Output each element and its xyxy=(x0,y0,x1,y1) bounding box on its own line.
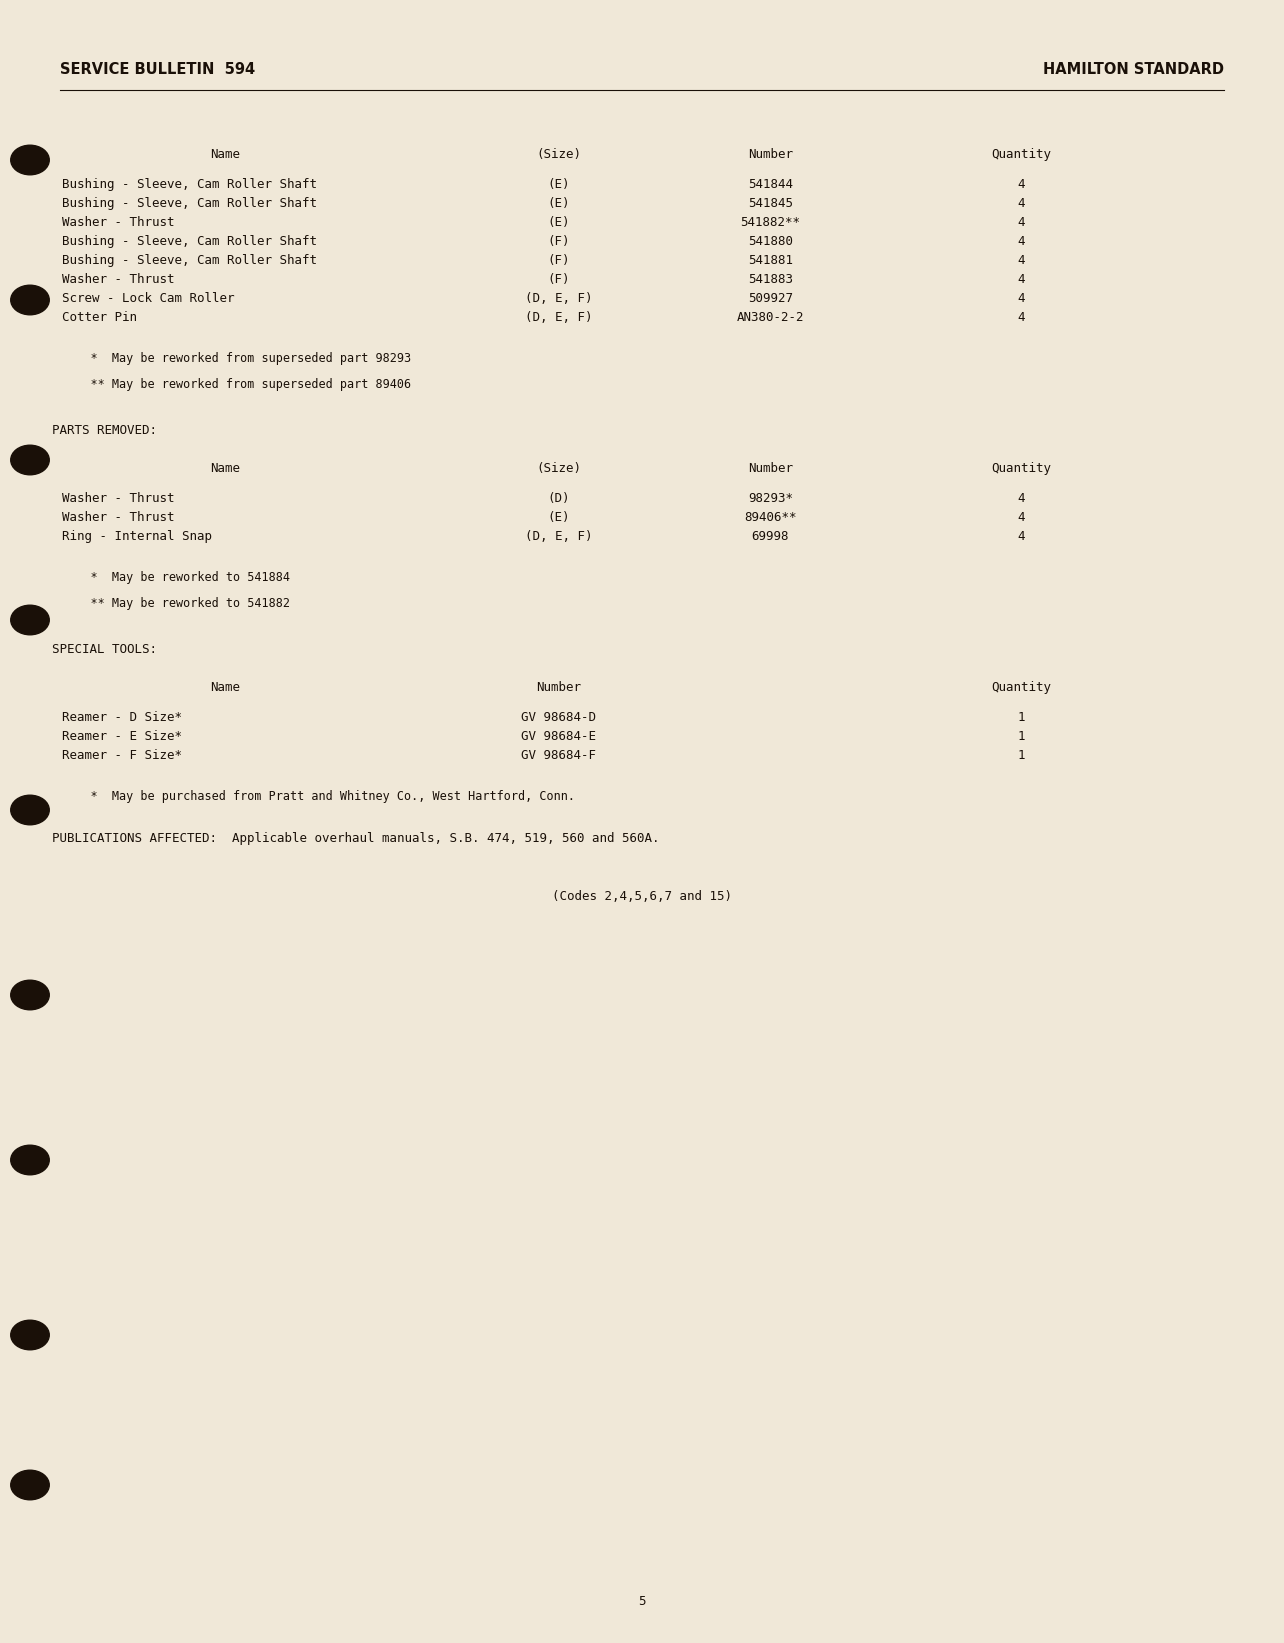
Text: Cotter Pin: Cotter Pin xyxy=(62,311,137,324)
Text: Bushing - Sleeve, Cam Roller Shaft: Bushing - Sleeve, Cam Roller Shaft xyxy=(62,255,317,268)
Text: GV 98684-F: GV 98684-F xyxy=(521,749,596,762)
Text: (D, E, F): (D, E, F) xyxy=(525,311,592,324)
Text: 541845: 541845 xyxy=(747,197,794,210)
Text: Ring - Internal Snap: Ring - Internal Snap xyxy=(62,531,212,542)
Text: 541844: 541844 xyxy=(747,177,794,191)
Text: *  May be reworked to 541884: * May be reworked to 541884 xyxy=(62,572,290,583)
Text: Name: Name xyxy=(209,462,240,475)
Ellipse shape xyxy=(10,1321,49,1351)
Text: 98293*: 98293* xyxy=(747,491,794,504)
Text: Bushing - Sleeve, Cam Roller Shaft: Bushing - Sleeve, Cam Roller Shaft xyxy=(62,235,317,248)
Text: Quantity: Quantity xyxy=(991,680,1050,693)
Text: (D, E, F): (D, E, F) xyxy=(525,531,592,542)
Text: PARTS REMOVED:: PARTS REMOVED: xyxy=(51,424,157,437)
Text: Reamer - F Size*: Reamer - F Size* xyxy=(62,749,182,762)
Ellipse shape xyxy=(10,1145,49,1175)
Text: 5: 5 xyxy=(638,1595,646,1608)
Text: SERVICE BULLETIN  594: SERVICE BULLETIN 594 xyxy=(60,62,256,77)
Text: PUBLICATIONS AFFECTED:  Applicable overhaul manuals, S.B. 474, 519, 560 and 560A: PUBLICATIONS AFFECTED: Applicable overha… xyxy=(51,831,660,845)
Ellipse shape xyxy=(10,1470,49,1500)
Text: Quantity: Quantity xyxy=(991,148,1050,161)
Ellipse shape xyxy=(10,981,49,1010)
Text: Washer - Thrust: Washer - Thrust xyxy=(62,511,175,524)
Text: 4: 4 xyxy=(1017,255,1025,268)
Ellipse shape xyxy=(10,605,49,634)
Text: (Size): (Size) xyxy=(535,148,582,161)
Text: 541881: 541881 xyxy=(747,255,794,268)
Text: 1: 1 xyxy=(1017,711,1025,725)
Text: Number: Number xyxy=(747,148,794,161)
Text: Name: Name xyxy=(209,680,240,693)
Text: HAMILTON STANDARD: HAMILTON STANDARD xyxy=(1043,62,1224,77)
Text: Name: Name xyxy=(209,148,240,161)
Text: (E): (E) xyxy=(547,215,570,228)
Text: 1: 1 xyxy=(1017,749,1025,762)
Text: GV 98684-E: GV 98684-E xyxy=(521,729,596,743)
Text: 4: 4 xyxy=(1017,197,1025,210)
Text: *  May be reworked from superseded part 98293: * May be reworked from superseded part 9… xyxy=(62,352,411,365)
Text: 541880: 541880 xyxy=(747,235,794,248)
Text: Number: Number xyxy=(747,462,794,475)
Text: Washer - Thrust: Washer - Thrust xyxy=(62,215,175,228)
Text: 4: 4 xyxy=(1017,311,1025,324)
Ellipse shape xyxy=(10,145,49,174)
Text: Bushing - Sleeve, Cam Roller Shaft: Bushing - Sleeve, Cam Roller Shaft xyxy=(62,197,317,210)
Text: 541883: 541883 xyxy=(747,273,794,286)
Text: (F): (F) xyxy=(547,255,570,268)
Text: (E): (E) xyxy=(547,511,570,524)
Text: Washer - Thrust: Washer - Thrust xyxy=(62,273,175,286)
Text: 509927: 509927 xyxy=(747,292,794,306)
Text: 4: 4 xyxy=(1017,511,1025,524)
Text: ** May be reworked from superseded part 89406: ** May be reworked from superseded part … xyxy=(62,378,411,391)
Text: Washer - Thrust: Washer - Thrust xyxy=(62,491,175,504)
Text: (F): (F) xyxy=(547,235,570,248)
Text: Bushing - Sleeve, Cam Roller Shaft: Bushing - Sleeve, Cam Roller Shaft xyxy=(62,177,317,191)
Ellipse shape xyxy=(10,286,49,315)
Text: (Codes 2,4,5,6,7 and 15): (Codes 2,4,5,6,7 and 15) xyxy=(552,891,732,904)
Text: 4: 4 xyxy=(1017,273,1025,286)
Text: 4: 4 xyxy=(1017,292,1025,306)
Text: AN380-2-2: AN380-2-2 xyxy=(737,311,804,324)
Text: 541882**: 541882** xyxy=(741,215,800,228)
Ellipse shape xyxy=(10,445,49,475)
Text: Number: Number xyxy=(535,680,582,693)
Text: Quantity: Quantity xyxy=(991,462,1050,475)
Text: 4: 4 xyxy=(1017,491,1025,504)
Text: (E): (E) xyxy=(547,197,570,210)
Text: *  May be purchased from Pratt and Whitney Co., West Hartford, Conn.: * May be purchased from Pratt and Whitne… xyxy=(62,790,575,803)
Text: ** May be reworked to 541882: ** May be reworked to 541882 xyxy=(62,596,290,610)
Text: (D): (D) xyxy=(547,491,570,504)
Text: 4: 4 xyxy=(1017,531,1025,542)
Text: 4: 4 xyxy=(1017,235,1025,248)
Text: (E): (E) xyxy=(547,177,570,191)
Text: Reamer - D Size*: Reamer - D Size* xyxy=(62,711,182,725)
Text: 89406**: 89406** xyxy=(745,511,796,524)
Text: Reamer - E Size*: Reamer - E Size* xyxy=(62,729,182,743)
Text: 69998: 69998 xyxy=(751,531,790,542)
Text: 1: 1 xyxy=(1017,729,1025,743)
Ellipse shape xyxy=(10,795,49,825)
Text: (D, E, F): (D, E, F) xyxy=(525,292,592,306)
Text: (Size): (Size) xyxy=(535,462,582,475)
Text: Screw - Lock Cam Roller: Screw - Lock Cam Roller xyxy=(62,292,235,306)
Text: 4: 4 xyxy=(1017,215,1025,228)
Text: SPECIAL TOOLS:: SPECIAL TOOLS: xyxy=(51,642,157,656)
Text: (F): (F) xyxy=(547,273,570,286)
Text: 4: 4 xyxy=(1017,177,1025,191)
Text: GV 98684-D: GV 98684-D xyxy=(521,711,596,725)
